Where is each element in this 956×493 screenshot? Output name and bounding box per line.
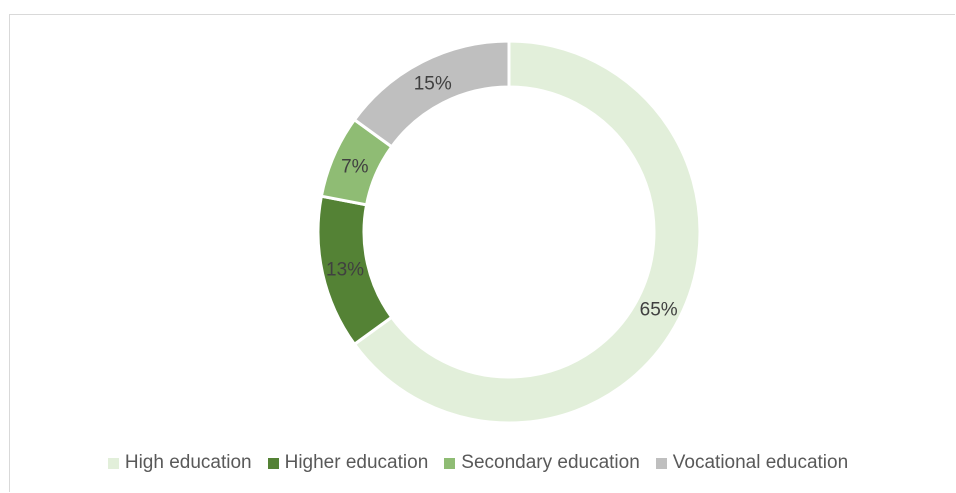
legend-label: High education [124,452,252,473]
legend-item-vocational-education: Vocational education [655,452,849,474]
legend-label: Higher education [284,452,429,473]
data-label-vocational-education: 15% [414,73,452,94]
donut-slice-vocational-education [352,39,511,149]
legend-label: Vocational education [672,452,849,473]
legend-swatch [444,457,456,469]
donut-slice-high-education [352,39,702,425]
legend-swatch [655,457,667,469]
data-label-higher-education: 13% [326,260,364,281]
legend-swatch [107,457,119,469]
legend-item-secondary-education: Secondary education [444,452,640,474]
data-label-secondary-education: 7% [341,156,369,177]
legend-item-high-education: High education [107,452,252,474]
chart-legend: High education Higher education Secondar… [0,452,956,474]
legend-swatch [267,457,279,469]
legend-item-higher-education: Higher education [267,452,429,474]
legend-label: Secondary education [461,452,640,473]
data-label-high-education: 65% [640,299,678,320]
